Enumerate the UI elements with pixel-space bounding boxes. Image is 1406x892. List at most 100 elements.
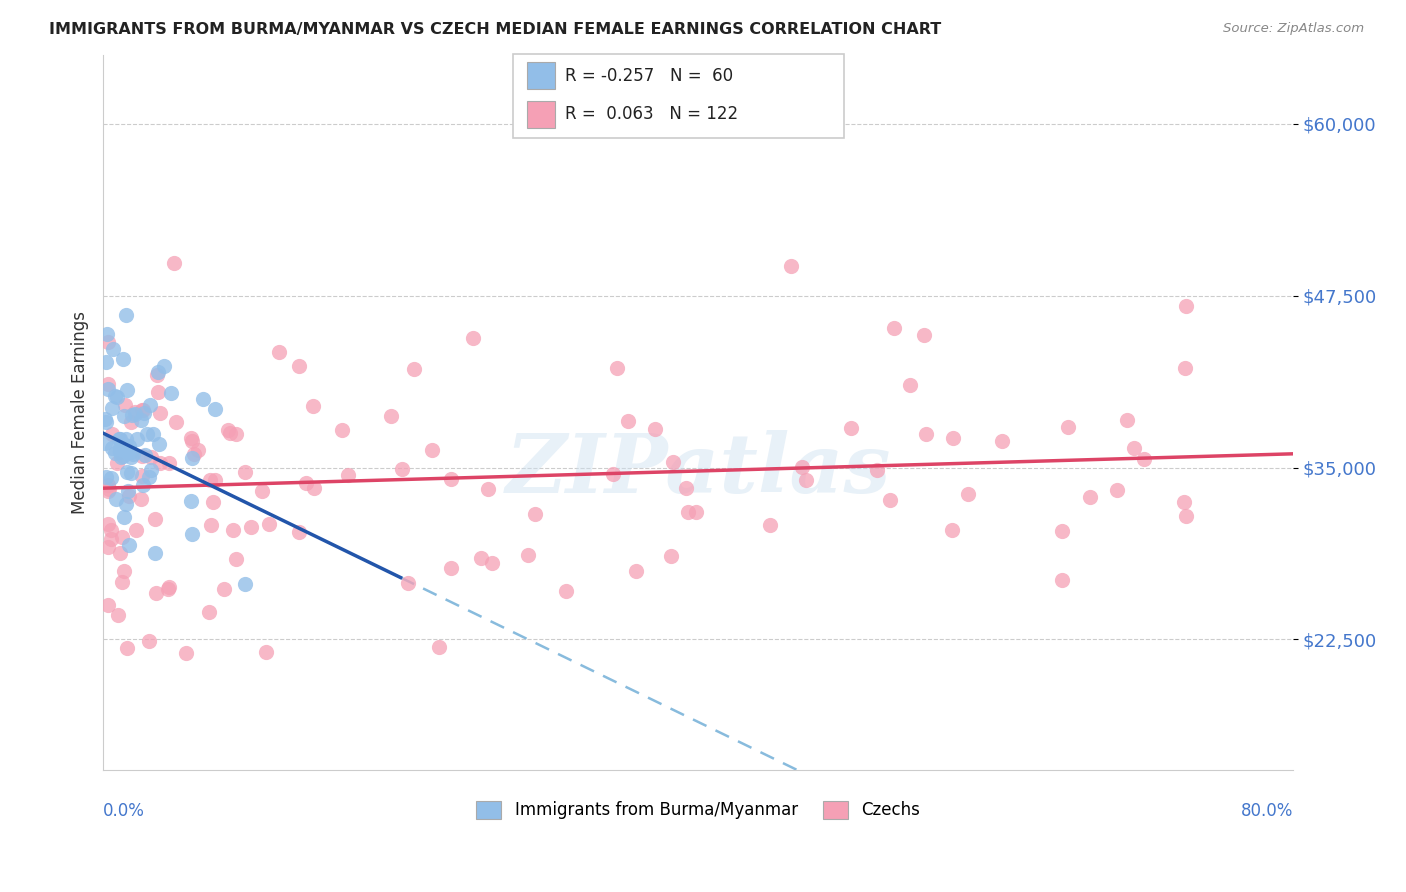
Point xyxy=(104,491,127,506)
Point xyxy=(100,401,122,416)
Point xyxy=(115,383,138,397)
Point xyxy=(139,450,162,465)
Point xyxy=(1078,490,1101,504)
Point xyxy=(624,564,647,578)
Point xyxy=(222,523,245,537)
Point xyxy=(337,468,360,483)
Point xyxy=(187,442,209,457)
Point xyxy=(94,469,117,483)
Point xyxy=(97,540,120,554)
Point xyxy=(759,518,782,533)
Point xyxy=(288,524,311,539)
Point xyxy=(267,344,290,359)
Point xyxy=(914,426,936,441)
Point xyxy=(183,447,205,461)
Point xyxy=(990,434,1012,448)
Text: Source: ZipAtlas.com: Source: ZipAtlas.com xyxy=(1223,22,1364,36)
Point xyxy=(866,463,889,477)
Point xyxy=(191,392,214,406)
Point xyxy=(180,432,202,446)
Point xyxy=(427,640,450,655)
Point xyxy=(97,382,120,396)
Point xyxy=(1107,483,1129,497)
Point xyxy=(250,483,273,498)
Point xyxy=(134,406,156,420)
Point xyxy=(644,422,666,436)
Text: 80.0%: 80.0% xyxy=(1240,802,1294,820)
Point xyxy=(606,360,628,375)
Point xyxy=(111,575,134,590)
Point xyxy=(129,491,152,506)
Point xyxy=(97,377,120,392)
Point xyxy=(898,378,921,392)
Point xyxy=(97,516,120,531)
Point xyxy=(105,390,128,404)
Point xyxy=(233,466,256,480)
Point xyxy=(1174,360,1197,375)
Point xyxy=(420,443,443,458)
Point xyxy=(93,435,115,450)
Text: R = -0.257   N =  60: R = -0.257 N = 60 xyxy=(565,67,734,85)
Point xyxy=(202,495,225,509)
Point xyxy=(101,441,124,455)
Point xyxy=(163,256,186,270)
Point xyxy=(112,564,135,578)
Point xyxy=(100,523,122,537)
Point xyxy=(380,409,402,424)
Point xyxy=(138,470,160,484)
Y-axis label: Median Female Earnings: Median Female Earnings xyxy=(72,311,89,514)
Point xyxy=(97,482,120,496)
Point xyxy=(304,481,326,495)
Point xyxy=(115,308,138,322)
Point xyxy=(117,489,139,503)
Point xyxy=(440,472,463,486)
Legend: Immigrants from Burma/Myanmar, Czechs: Immigrants from Burma/Myanmar, Czechs xyxy=(470,794,927,826)
Point xyxy=(1115,413,1137,427)
Point xyxy=(132,478,155,492)
Text: IMMIGRANTS FROM BURMA/MYANMAR VS CZECH MEDIAN FEMALE EARNINGS CORRELATION CHART: IMMIGRANTS FROM BURMA/MYANMAR VS CZECH M… xyxy=(49,22,942,37)
Point xyxy=(517,548,540,562)
Point xyxy=(616,414,638,428)
Point xyxy=(440,561,463,575)
Point xyxy=(110,546,132,560)
Point xyxy=(149,456,172,470)
Point xyxy=(204,402,226,417)
Point xyxy=(143,512,166,526)
Point xyxy=(111,449,134,463)
Point xyxy=(941,524,963,538)
Point xyxy=(225,426,247,441)
Point xyxy=(675,481,697,495)
Point xyxy=(131,402,153,417)
Point xyxy=(233,577,256,591)
Point xyxy=(131,449,153,463)
Point xyxy=(254,645,277,659)
Point xyxy=(127,432,149,446)
Point xyxy=(839,421,862,435)
Point xyxy=(114,438,136,452)
Point xyxy=(136,427,159,442)
Point xyxy=(110,440,132,454)
Point xyxy=(180,434,202,449)
Point xyxy=(111,530,134,544)
Point xyxy=(97,335,120,350)
Point xyxy=(134,448,156,462)
Point xyxy=(100,532,122,546)
Point xyxy=(124,407,146,421)
Point xyxy=(180,494,202,508)
Point xyxy=(100,471,122,485)
Point xyxy=(96,326,118,341)
Point xyxy=(146,365,169,379)
Point xyxy=(121,447,143,461)
Point xyxy=(152,359,174,374)
Point xyxy=(138,633,160,648)
Point xyxy=(1132,451,1154,466)
Point xyxy=(288,359,311,374)
Point xyxy=(463,331,485,345)
Point xyxy=(956,486,979,500)
Point xyxy=(139,463,162,477)
Point xyxy=(174,646,197,660)
Point xyxy=(165,415,187,429)
Point xyxy=(107,607,129,622)
Point xyxy=(112,510,135,524)
Point xyxy=(112,409,135,423)
